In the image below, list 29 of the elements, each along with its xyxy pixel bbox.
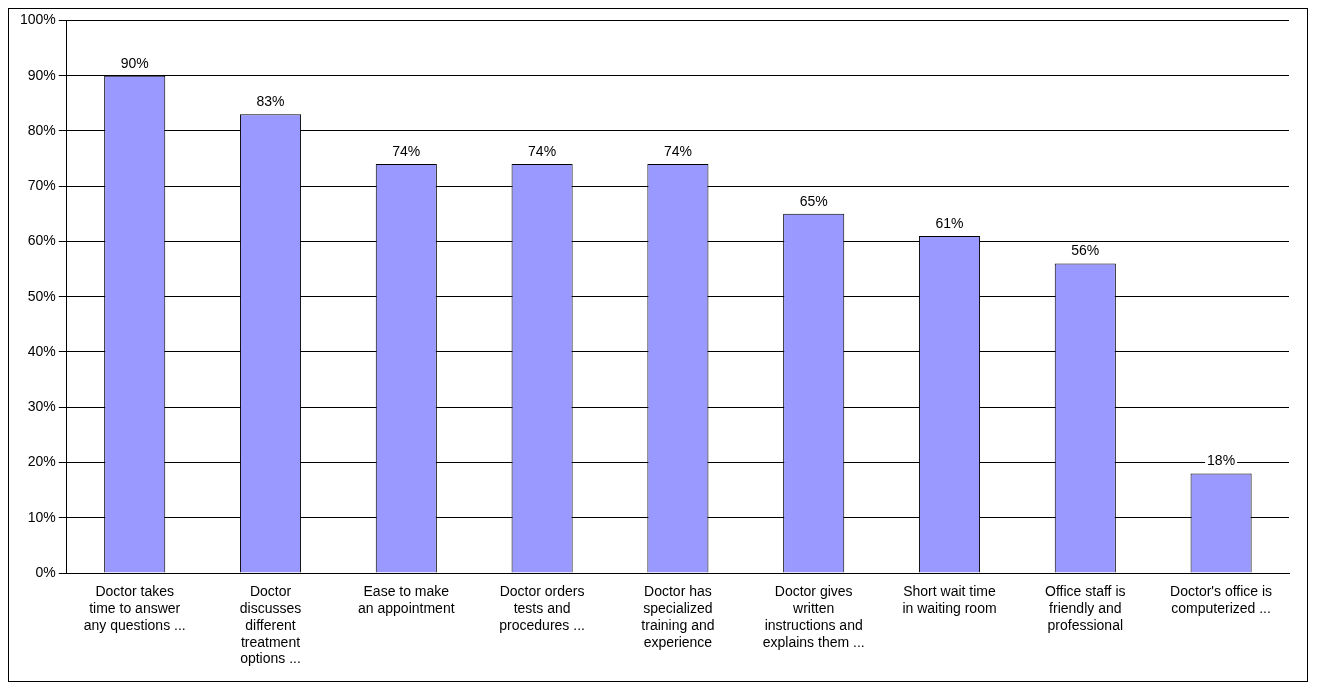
data-label: 61% — [935, 214, 964, 231]
x-tick-label: Doctor's office is computerized ... — [1170, 583, 1273, 617]
x-tick-label: Doctor orders tests and procedures ... — [499, 583, 585, 633]
x-tick-label: Doctor gives written instructions and explains them ... — [762, 583, 865, 650]
y-tick-label: 0% — [35, 563, 56, 580]
data-label: 74% — [528, 142, 557, 159]
y-tick-label: 10% — [27, 508, 56, 525]
data-label: 83% — [256, 93, 285, 110]
data-label: 74% — [392, 142, 421, 159]
x-tick-label: Short wait time in waiting room — [902, 583, 997, 617]
y-tick-label: 40% — [27, 342, 56, 359]
y-tick-label: 100% — [19, 11, 56, 28]
y-tick-label: 70% — [27, 177, 56, 194]
y-tick-label: 80% — [27, 121, 56, 138]
x-tick-label: Ease to make an appointment — [358, 583, 455, 617]
y-tick-label: 30% — [27, 398, 56, 415]
x-tick-label: Office staff is friendly and professional — [1045, 583, 1126, 633]
y-tick-label: 20% — [27, 453, 56, 470]
data-label: 18% — [1207, 452, 1236, 469]
data-label: 56% — [1071, 242, 1100, 259]
x-tick-label: Doctor takes time to answer any questions ... — [83, 583, 186, 633]
x-tick-label: Doctor has specialized training and experience — [641, 583, 715, 650]
x-tick-label: Doctor discusses different treatment options ... — [239, 583, 302, 667]
y-tick-label: 90% — [27, 66, 56, 83]
y-tick-label: 50% — [27, 287, 56, 304]
y-tick-label: 60% — [27, 232, 56, 249]
data-label: 90% — [120, 54, 149, 71]
data-label: 74% — [663, 142, 692, 159]
data-label: 65% — [799, 192, 828, 209]
